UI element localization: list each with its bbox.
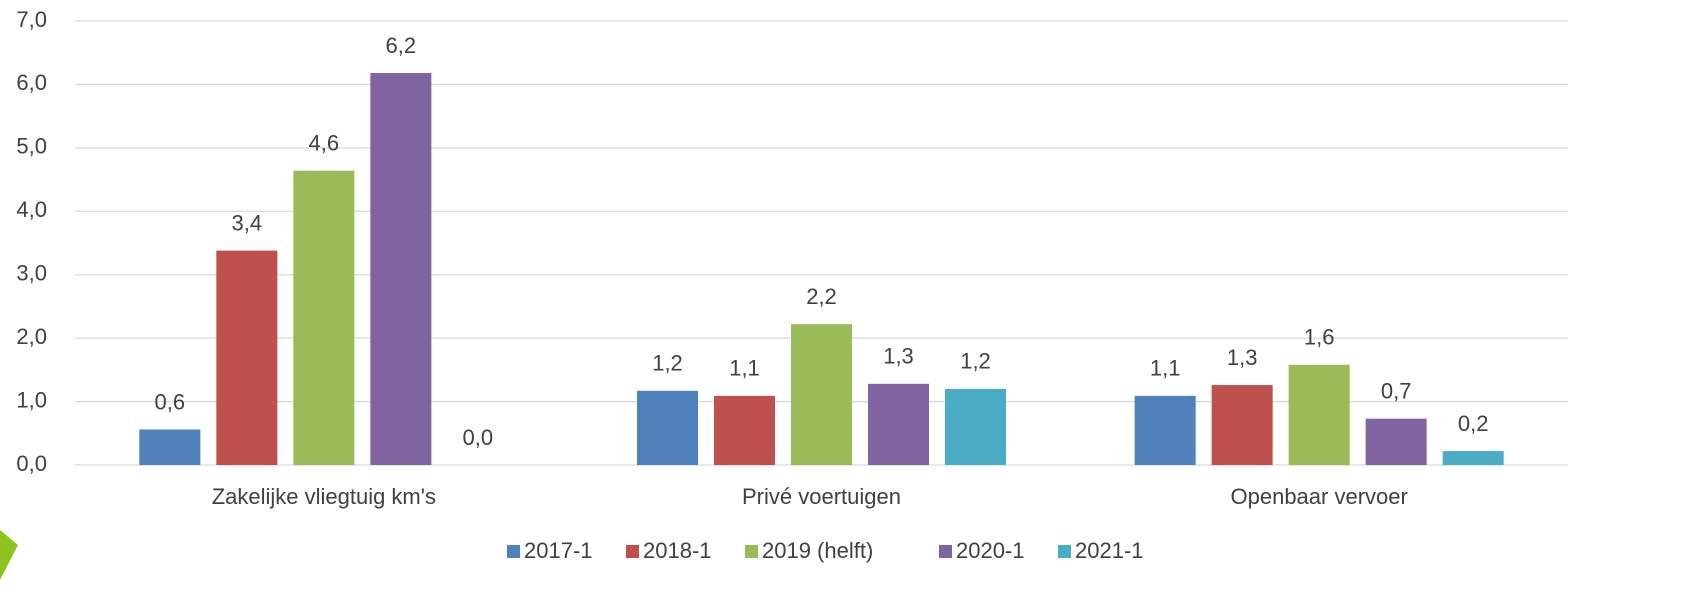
y-tick-label: 5,0 (16, 134, 47, 159)
bar (637, 390, 698, 465)
y-tick-label: 4,0 (16, 197, 47, 222)
value-label: 1,1 (1150, 356, 1181, 381)
value-label: 1,3 (883, 344, 914, 369)
legend-label: 2017-1 (524, 538, 593, 563)
value-label: 4,6 (309, 131, 340, 156)
value-label: 1,3 (1227, 345, 1258, 370)
y-tick-label: 0,0 (16, 451, 47, 476)
bar (1442, 451, 1504, 465)
value-label: 0,6 (155, 389, 186, 414)
value-label: 0,0 (463, 425, 494, 450)
legend-label: 2019 (helft) (762, 538, 873, 563)
bar (1211, 385, 1273, 465)
bar (945, 388, 1006, 465)
value-label: 0,7 (1381, 379, 1412, 404)
legend-swatch (745, 545, 758, 558)
bar (714, 395, 775, 465)
decoration (0, 530, 18, 580)
y-tick-label: 2,0 (16, 324, 47, 349)
value-label: 1,2 (652, 351, 683, 376)
legend-label: 2018-1 (643, 538, 712, 563)
x-tick-label: Privé voertuigen (742, 484, 901, 509)
y-tick-label: 3,0 (16, 261, 47, 286)
bar (868, 383, 929, 465)
bar (791, 324, 852, 465)
value-label: 1,2 (960, 349, 991, 374)
bar (370, 73, 432, 466)
y-tick-label: 1,0 (16, 387, 47, 412)
value-label: 3,4 (232, 210, 263, 235)
value-label: 1,6 (1304, 325, 1335, 350)
y-tick-label: 6,0 (16, 70, 47, 95)
value-label: 6,2 (386, 33, 417, 58)
value-label: 2,2 (806, 284, 837, 309)
bar (1134, 395, 1196, 465)
bar (1288, 364, 1350, 465)
bar (139, 429, 201, 465)
y-tick-label: 7,0 (16, 7, 47, 32)
legend-label: 2021-1 (1075, 538, 1144, 563)
value-label: 1,1 (729, 356, 760, 381)
x-tick-label: Zakelijke vliegtuig km's (212, 484, 436, 509)
value-label: 0,2 (1458, 411, 1489, 436)
bar (293, 170, 355, 466)
x-tick-label: Openbaar vervoer (1231, 484, 1408, 509)
legend-swatch (507, 545, 520, 558)
legend-swatch (1058, 545, 1071, 558)
legend-swatch (939, 545, 952, 558)
legend-label: 2020-1 (956, 538, 1025, 563)
bar (1365, 418, 1427, 465)
legend-swatch (626, 545, 639, 558)
bar (216, 250, 278, 465)
